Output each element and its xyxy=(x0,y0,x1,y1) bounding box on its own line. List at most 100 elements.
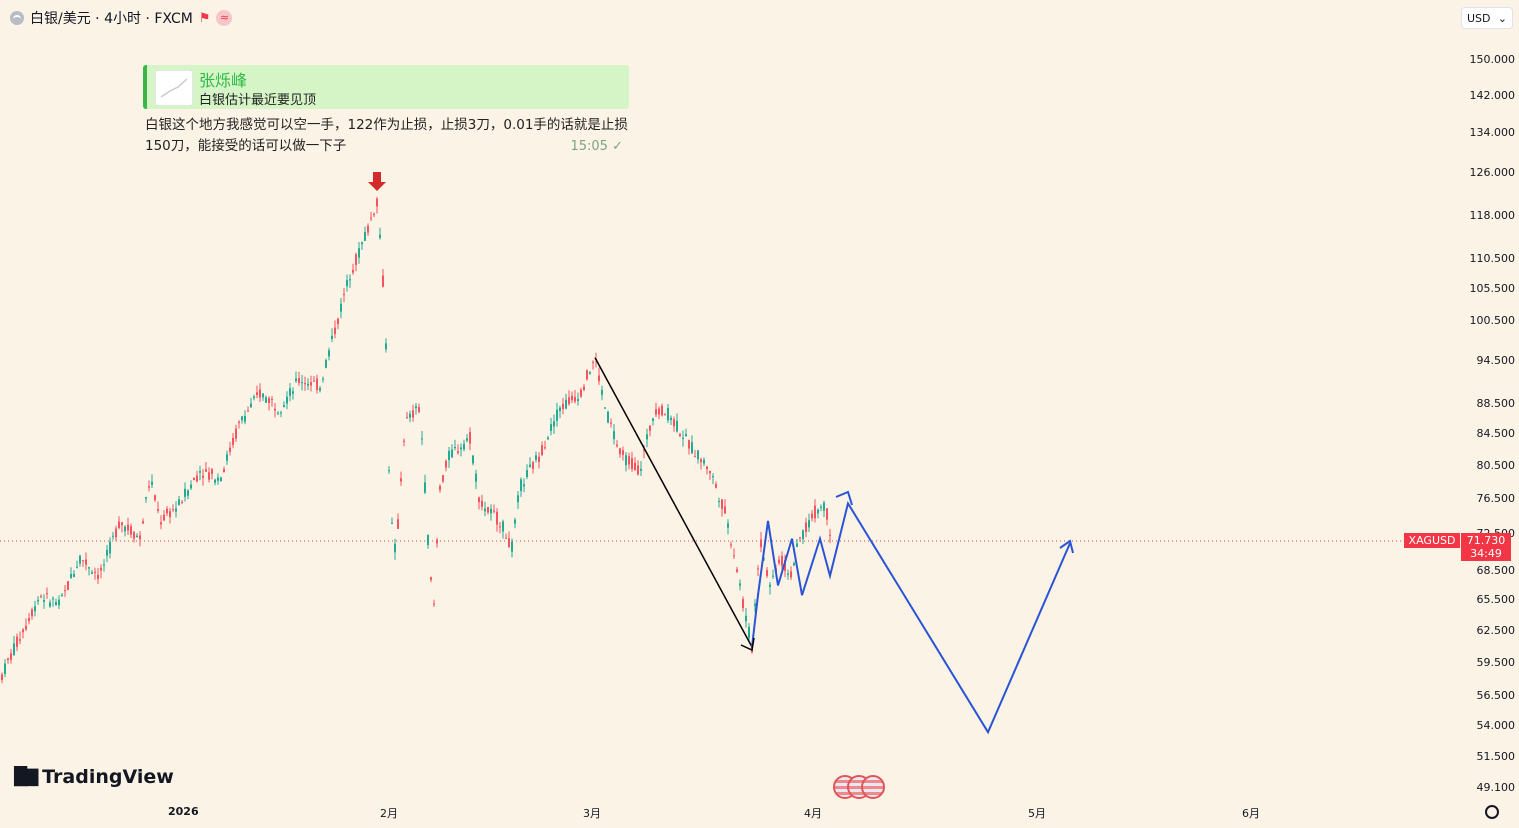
candle-body xyxy=(817,509,819,514)
wave-icon[interactable]: ≈ xyxy=(216,10,233,26)
price-tick-label: 68.500 xyxy=(1476,564,1516,577)
candle-body xyxy=(451,449,453,458)
candle-body xyxy=(259,389,261,398)
candle-body xyxy=(394,543,396,553)
candle-body xyxy=(1,674,3,681)
price-tick-label: 65.500 xyxy=(1476,593,1516,606)
candle-body xyxy=(826,508,828,520)
candle-body xyxy=(10,653,12,660)
message-body: 白银这个地方我感觉可以空一手，122作为止损，止损3刀，0.01手的话就是止损1… xyxy=(145,117,628,154)
candle-body xyxy=(454,447,456,449)
candle-body xyxy=(427,534,429,546)
candle-body xyxy=(721,499,723,509)
candle-body xyxy=(361,242,363,245)
candle-body xyxy=(766,569,768,576)
currency-select[interactable]: USD ⌄ xyxy=(1461,7,1513,29)
candle-body xyxy=(475,473,477,482)
candle-body xyxy=(796,543,798,547)
candle-body xyxy=(442,475,444,482)
candle-body xyxy=(370,217,372,219)
candle-body xyxy=(346,280,348,287)
candle-body xyxy=(40,596,42,598)
candle-body xyxy=(814,505,816,519)
economic-events[interactable] xyxy=(833,775,885,799)
current-price-value: 71.730 xyxy=(1466,534,1506,547)
current-price-tag: 71.730 34:49 xyxy=(1461,533,1511,561)
candle-body xyxy=(25,625,27,630)
candle-body xyxy=(364,231,366,241)
candle-body xyxy=(349,279,351,281)
candle-body xyxy=(829,534,831,536)
candle-body xyxy=(196,475,198,482)
candle-body xyxy=(799,537,801,539)
candle-body xyxy=(145,497,147,499)
candle-body xyxy=(298,378,300,384)
candle-body xyxy=(88,567,90,569)
candle-body xyxy=(493,510,495,512)
candle-body xyxy=(127,524,129,531)
candle-body xyxy=(190,484,192,489)
candle-body xyxy=(352,269,354,273)
candle-body xyxy=(727,523,729,528)
flag-icon[interactable]: ⚑ xyxy=(198,10,211,26)
candle-body xyxy=(625,455,627,466)
tradingview-logo-text: TradingView xyxy=(42,766,174,788)
candle-body xyxy=(181,501,183,504)
candle-body xyxy=(238,421,240,423)
symbol-price-tag: XAGUSD xyxy=(1404,533,1460,548)
candle-body xyxy=(58,599,60,606)
bar-countdown: 34:49 xyxy=(1470,547,1502,560)
candle-body xyxy=(589,371,591,374)
candle-body xyxy=(553,421,555,427)
candle-body xyxy=(496,511,498,525)
candle-body xyxy=(232,437,234,445)
candle-body xyxy=(331,335,333,339)
candle-body xyxy=(355,254,357,265)
candle-body xyxy=(763,558,765,560)
price-tick-label: 94.500 xyxy=(1476,354,1516,367)
candle-body xyxy=(61,594,63,597)
candle-body xyxy=(805,522,807,533)
candle-body xyxy=(148,486,150,488)
candle-body xyxy=(91,572,93,574)
symbol-header[interactable]: 白银/美元 · 4小时 · FXCM ⚑ ≈ xyxy=(10,8,233,28)
candle-body xyxy=(715,484,717,488)
candle-body xyxy=(619,448,621,455)
time-tick-label: 3月 xyxy=(583,807,601,820)
candle-body xyxy=(490,508,492,514)
price-tick-label: 62.500 xyxy=(1476,624,1516,637)
candle-body xyxy=(244,415,246,422)
candle-body xyxy=(133,532,135,539)
candle-body xyxy=(433,603,435,605)
candle-body xyxy=(199,471,201,473)
us-flag-icon[interactable] xyxy=(861,775,885,799)
candle-body xyxy=(802,530,804,540)
candle-body xyxy=(319,387,321,391)
candle-body xyxy=(211,469,213,474)
candle-body xyxy=(253,396,255,399)
candle-body xyxy=(304,383,306,385)
candle-body xyxy=(280,412,282,414)
symbol-title: 白银/美元 · 4小时 · FXCM xyxy=(30,11,193,27)
candle-body xyxy=(124,526,126,532)
candle-body xyxy=(712,476,714,478)
candle-body xyxy=(373,213,375,215)
candle-body xyxy=(673,419,675,427)
candle-body xyxy=(745,615,747,622)
candle-body xyxy=(538,456,540,462)
candle-body xyxy=(448,450,450,461)
candle-body xyxy=(520,479,522,492)
candle-body xyxy=(406,417,408,419)
candle-body xyxy=(568,397,570,405)
price-tick-label: 100.500 xyxy=(1469,314,1516,327)
time-tick-label: 5月 xyxy=(1028,807,1046,820)
candle-body xyxy=(391,522,393,524)
gear-icon[interactable] xyxy=(1485,805,1499,819)
candle-body xyxy=(511,541,513,552)
candle-body xyxy=(598,375,600,382)
candle-body xyxy=(571,395,573,401)
candle-body xyxy=(706,466,708,470)
candle-body xyxy=(655,409,657,415)
tradingview-logo[interactable]: █▇ TradingView xyxy=(14,766,174,788)
